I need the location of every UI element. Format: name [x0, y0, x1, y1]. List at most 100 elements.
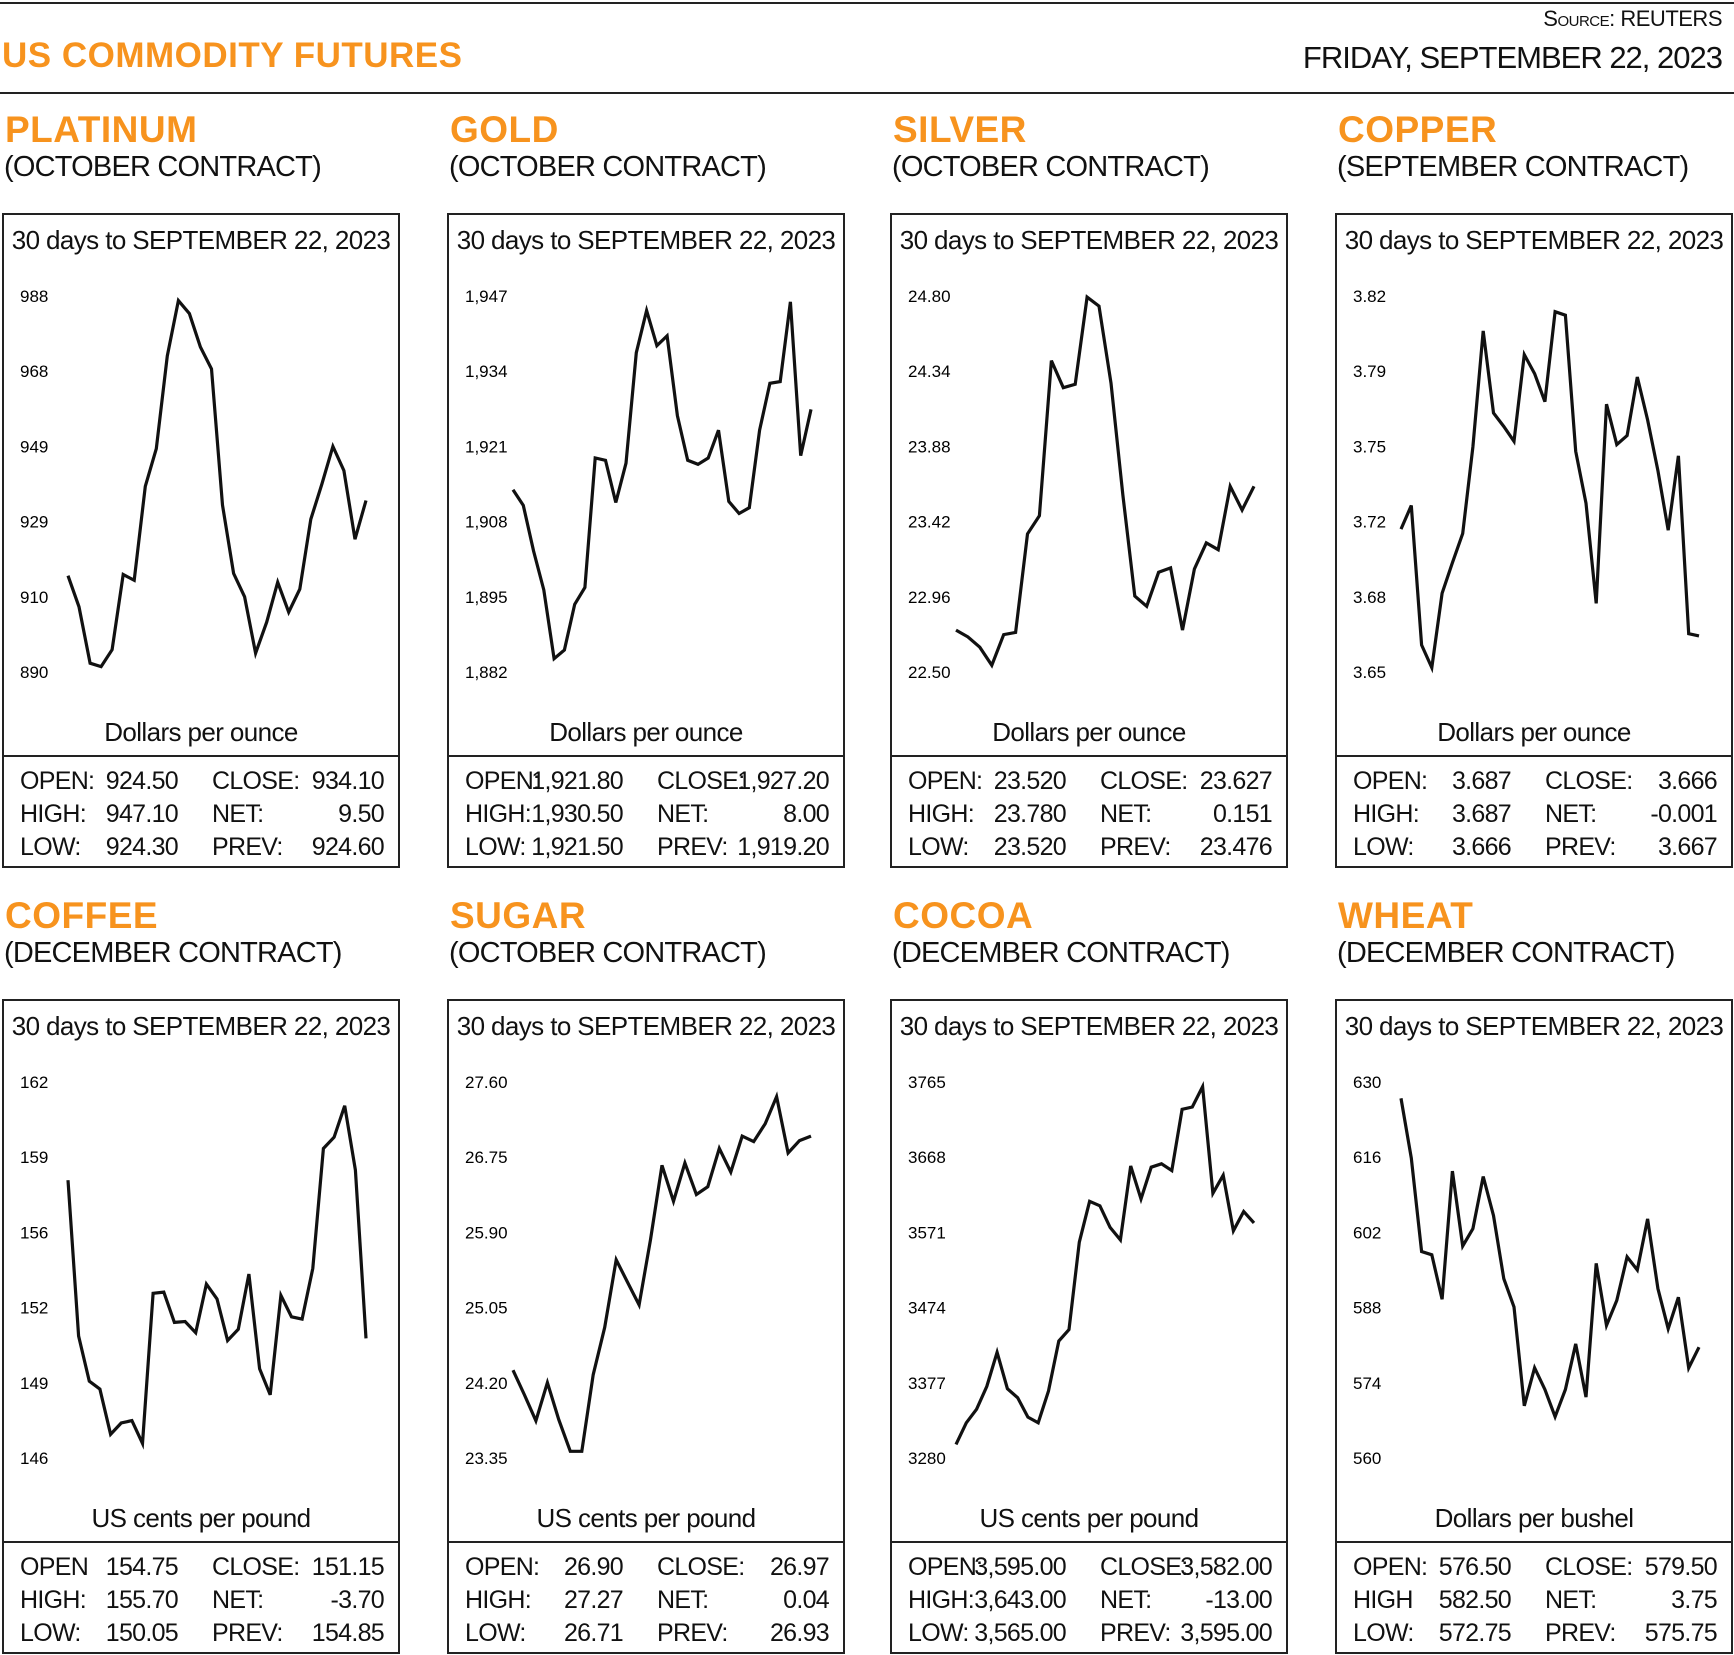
high-label: HIGH:	[908, 1586, 975, 1614]
page-date: FRIDAY, SEPTEMBER 22, 2023	[1302, 40, 1723, 75]
close-label: CLOSE:	[212, 1553, 300, 1581]
line-chart: 988 968 949 929 910 890	[20, 287, 368, 682]
contract-subtitle: (DECEMBER CONTRACT)	[892, 937, 1230, 969]
y-tick-label: 24.20	[465, 1374, 508, 1393]
contract-subtitle: (OCTOBER CONTRACT)	[449, 151, 767, 183]
low-value: 26.71	[563, 1619, 624, 1647]
chart-box: 30 days to SEPTEMBER 22, 2023 3.82 3.79 3.…	[1335, 213, 1733, 868]
unit-label: Dollars per bushel	[1434, 1503, 1634, 1533]
net-value: -13.00	[1205, 1586, 1272, 1614]
line-chart: 3.82 3.79 3.75 3.72 3.68 3.65	[1353, 287, 1700, 682]
stats-divider	[892, 755, 1286, 757]
high-value: 1,930.50	[531, 800, 623, 828]
y-tick-label: 3.72	[1353, 513, 1386, 532]
header-rule	[0, 92, 1734, 94]
y-tick-label: 910	[20, 588, 48, 607]
open-label: OPEN:	[20, 767, 95, 795]
high-value: 27.27	[563, 1586, 624, 1614]
stats-table: OPEN: 924.50 CLOSE: 934.10 HIGH: 947.10 …	[4, 763, 398, 862]
y-tick-label: 1,934	[465, 362, 508, 381]
stats-divider	[1337, 1541, 1731, 1543]
stats-row-2: HIGH: 3.687 NET: -0.001	[1337, 796, 1731, 829]
stats-table: OPEN: 1,921.80 CLOSE: 1,927.20 HIGH: 1,9…	[449, 763, 843, 862]
y-tick-label: 25.05	[465, 1299, 508, 1318]
low-label: LOW:	[908, 833, 969, 861]
net-value: -0.001	[1650, 800, 1717, 828]
prev-label: PREV:	[212, 833, 283, 861]
chart-box: 30 days to SEPTEMBER 22, 2023 630 616 602 5…	[1335, 999, 1733, 1654]
net-label: NET:	[657, 1586, 709, 1614]
prev-label: PREV:	[657, 833, 728, 861]
commodity-title: COFFEE	[5, 895, 159, 936]
chart-box: 30 days to SEPTEMBER 22, 2023 1,947 1,934…	[447, 213, 845, 868]
open-label: OPEN:	[1353, 1553, 1428, 1581]
close-value: 23.627	[1199, 767, 1273, 795]
line-chart: 3765 3668 3571 3474 3377 3280	[908, 1073, 1256, 1468]
chart-box: 30 days to SEPTEMBER 22, 2023 988 968 949 9…	[2, 213, 400, 868]
stats-table: OPEN: 3,595.00 CLOSE: 3,582.00 HIGH: 3,6…	[892, 1549, 1286, 1648]
unit-label: Dollars per ounce	[104, 717, 298, 747]
chart-caption: 30 days to SEPTEMBER 22, 2023	[1344, 225, 1724, 255]
y-tick-label: 24.80	[908, 287, 951, 306]
net-label: NET:	[1545, 800, 1597, 828]
close-label: CLOSE:	[657, 1553, 745, 1581]
stats-row-1: OPEN: 3.687 CLOSE: 3.666	[1337, 763, 1731, 796]
stats-row-1: OPEN: 924.50 CLOSE: 934.10	[4, 763, 398, 796]
y-tick-label: 26.75	[465, 1148, 508, 1167]
stats-row-1: OPEN 154.75 CLOSE: 151.15	[4, 1549, 398, 1582]
stats-row-2: HIGH: 155.70 NET: -3.70	[4, 1582, 398, 1615]
stats-row-3: LOW: 924.30 PREV: 924.60	[4, 829, 398, 862]
stats-row-1: OPEN: 1,921.80 CLOSE: 1,927.20	[449, 763, 843, 796]
open-value: 3,595.00	[974, 1553, 1066, 1581]
y-tick-label: 3.75	[1353, 437, 1386, 456]
net-value: 0.04	[783, 1586, 830, 1614]
prev-value: 924.60	[311, 833, 385, 861]
chart-box: 30 days to SEPTEMBER 22, 2023 162 159 156 1…	[2, 999, 400, 1654]
open-label: OPEN:	[465, 767, 540, 795]
y-tick-label: 152	[20, 1299, 48, 1318]
stats-table: OPEN: 576.50 CLOSE: 579.50 HIGH 582.50 N…	[1337, 1549, 1731, 1648]
net-value: -3.70	[330, 1586, 385, 1614]
stats-divider	[449, 1541, 843, 1543]
open-value: 924.50	[105, 767, 179, 795]
prev-value: 154.85	[311, 1619, 385, 1647]
y-tick-label: 616	[1353, 1148, 1381, 1167]
low-value: 572.75	[1438, 1619, 1512, 1647]
stats-row-3: LOW: 26.71 PREV: 26.93	[449, 1615, 843, 1648]
stats-row-3: LOW: 3,565.00 PREV: 3,595.00	[892, 1615, 1286, 1648]
y-tick-label: 3765	[908, 1073, 946, 1092]
high-value: 23.780	[993, 800, 1067, 828]
commodity-title: PLATINUM	[5, 109, 198, 150]
low-value: 3.666	[1451, 833, 1512, 861]
close-label: CLOSE:	[1545, 767, 1633, 795]
unit-label: US cents per pound	[536, 1503, 756, 1533]
net-label: NET:	[1100, 1586, 1152, 1614]
unit-label: Dollars per ounce	[549, 717, 743, 747]
contract-subtitle: (OCTOBER CONTRACT)	[449, 937, 767, 969]
y-tick-label: 3571	[908, 1223, 946, 1242]
open-value: 1,921.80	[531, 767, 623, 795]
y-tick-label: 588	[1353, 1299, 1381, 1318]
low-value: 1,921.50	[531, 833, 623, 861]
low-label: LOW:	[465, 1619, 526, 1647]
y-tick-label: 159	[20, 1148, 48, 1167]
prev-value: 1,919.20	[737, 833, 829, 861]
line-chart: 1,947 1,934 1,921 1,908 1,895 1,882	[465, 287, 813, 682]
low-label: LOW:	[20, 1619, 81, 1647]
stats-row-1: OPEN: 3,595.00 CLOSE: 3,582.00	[892, 1549, 1286, 1582]
price-line	[511, 1091, 812, 1453]
contract-subtitle: (OCTOBER CONTRACT)	[892, 151, 1210, 183]
high-label: HIGH:	[465, 1586, 532, 1614]
net-label: NET:	[212, 1586, 264, 1614]
y-tick-label: 149	[20, 1374, 48, 1393]
stats-row-2: HIGH 582.50 NET: 3.75	[1337, 1582, 1731, 1615]
stats-table: OPEN: 23.520 CLOSE: 23.627 HIGH: 23.780 …	[892, 763, 1286, 862]
net-label: NET:	[1100, 800, 1152, 828]
top-rule	[0, 2, 1734, 4]
close-label: CLOSE:	[657, 767, 745, 795]
contract-subtitle: (DECEMBER CONTRACT)	[4, 937, 342, 969]
y-tick-label: 25.90	[465, 1223, 508, 1242]
low-value: 924.30	[105, 833, 179, 861]
prev-label: PREV:	[1545, 1619, 1616, 1647]
price-line	[1399, 309, 1700, 674]
